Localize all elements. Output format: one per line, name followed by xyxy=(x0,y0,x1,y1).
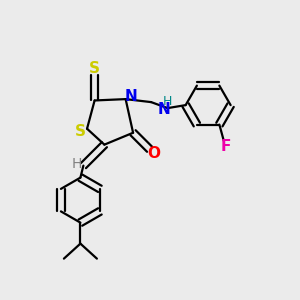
Text: H: H xyxy=(163,95,172,108)
Text: H: H xyxy=(72,157,82,171)
Text: O: O xyxy=(148,146,160,161)
Text: F: F xyxy=(220,139,231,154)
Text: N: N xyxy=(125,89,137,104)
Text: S: S xyxy=(75,124,86,139)
Text: N: N xyxy=(158,102,170,117)
Text: S: S xyxy=(89,61,100,76)
